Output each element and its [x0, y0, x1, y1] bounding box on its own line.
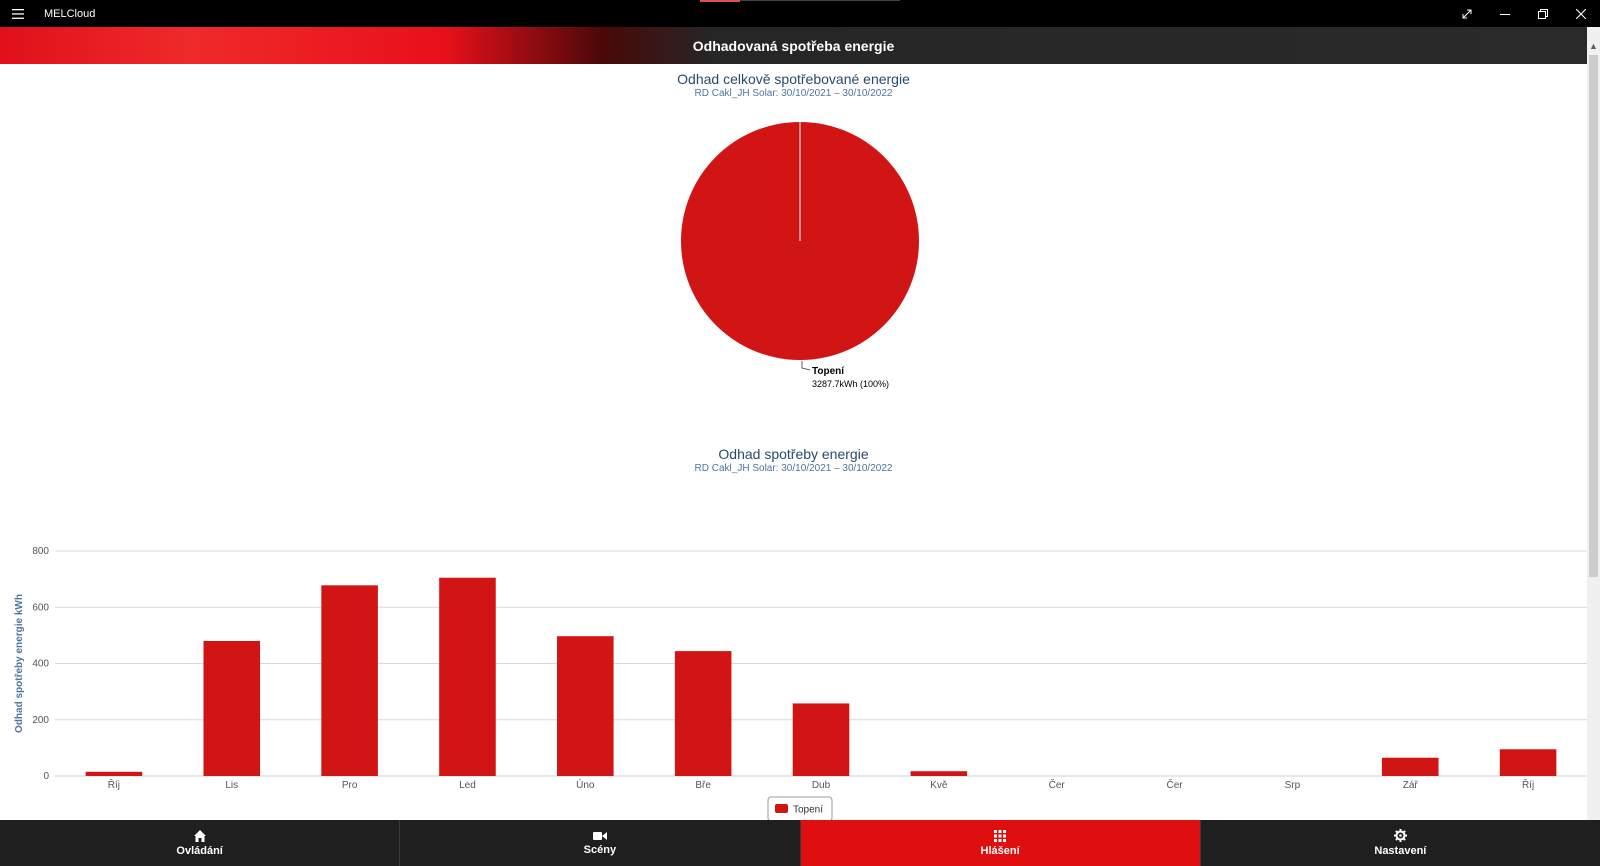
x-tick-label: Srp	[1285, 780, 1301, 791]
bar-chart: 0 200 400 600 800 Odhad spotřeby energie kWh Ř…	[14, 546, 1587, 820]
minimize-button[interactable]	[1486, 0, 1524, 27]
scrollbar-thumb[interactable]	[1589, 55, 1598, 577]
bar	[910, 771, 968, 776]
hamburger-menu-button[interactable]	[0, 0, 36, 27]
y-tick-label: 400	[32, 659, 49, 670]
bar	[203, 641, 261, 776]
nav-label: Hlášení	[980, 844, 1020, 857]
video-camera-icon	[592, 831, 607, 840]
report-content: Odhad celkově spotřebované energie RD Ca…	[0, 64, 1587, 820]
window-titlebar: MELCloud	[0, 0, 1600, 27]
legend-label: Topení	[793, 805, 823, 816]
x-tick-label: Čer	[1049, 778, 1066, 791]
pie-chart-subtitle: RD Cakl_JH Solar: 30/10/2021 – 30/10/202…	[694, 88, 893, 99]
nav-ovladani[interactable]: Ovládání	[0, 820, 401, 866]
restore-button[interactable]	[1524, 0, 1562, 27]
y-tick-label: 800	[32, 546, 49, 557]
home-icon	[193, 829, 206, 842]
y-tick-label: 600	[32, 602, 49, 613]
x-tick-label: Kvě	[930, 780, 948, 791]
bar	[85, 771, 143, 776]
bar-chart-subtitle: RD Cakl_JH Solar: 30/10/2021 – 30/10/202…	[694, 463, 893, 474]
page-title: Odhadovaná spotřeba energie	[692, 37, 895, 54]
x-tick-label: Zář	[1403, 780, 1419, 791]
x-tick-label: Dub	[812, 780, 831, 791]
titlebar-divider	[740, 0, 900, 1]
scroll-up-icon[interactable]: ▲	[1589, 41, 1598, 51]
nav-label: Scény	[583, 843, 617, 856]
x-tick-label: Říj	[108, 778, 120, 791]
bar	[557, 636, 614, 776]
close-button[interactable]	[1562, 0, 1600, 27]
nav-label: Ovládání	[176, 844, 223, 857]
x-tick-label: Říj	[1522, 778, 1534, 791]
pie-label-name: Topení	[812, 366, 845, 377]
bar	[439, 577, 496, 776]
x-tick-label: Čer	[1166, 778, 1183, 791]
nav-nastaveni[interactable]: Nastavení	[1201, 820, 1600, 866]
grid-icon	[994, 829, 1007, 842]
bottom-navigation: Ovládání Scény Hlášení Nastavení	[0, 820, 1600, 866]
minimize-icon	[1500, 13, 1510, 15]
hamburger-icon	[12, 8, 24, 19]
vertical-scrollbar[interactable]: ▲ ▼	[1587, 27, 1600, 866]
y-tick-label: 0	[43, 771, 49, 782]
gear-icon	[1393, 829, 1407, 842]
titlebar-accent	[700, 0, 740, 2]
fullscreen-button[interactable]	[1448, 0, 1486, 27]
pie-chart-title: Odhad celkově spotřebované energie	[677, 71, 910, 87]
pie-label-value: 3287.7kWh (100%)	[812, 379, 889, 389]
x-tick-label: Lis	[225, 780, 238, 791]
bar	[674, 651, 732, 776]
x-tick-label: Bře	[695, 780, 711, 791]
bar-chart-title: Odhad spotřeby energie	[718, 446, 869, 462]
y-axis-title: Odhad spotřeby energie kWh	[14, 594, 25, 733]
bar	[1499, 749, 1557, 776]
pie-chart: Topení 3287.7kWh (100%)	[681, 122, 919, 389]
bar	[1381, 757, 1439, 776]
x-tick-label: Led	[459, 780, 476, 791]
expand-icon	[1462, 9, 1472, 18]
page-header: Odhadovaná spotřeba energie	[0, 27, 1587, 64]
nav-sceny[interactable]: Scény	[400, 820, 801, 866]
y-tick-label: 200	[32, 715, 49, 726]
bar	[321, 585, 378, 776]
nav-label: Nastavení	[1374, 845, 1427, 857]
close-icon	[1576, 8, 1586, 19]
bar	[792, 703, 850, 776]
restore-icon	[1538, 8, 1548, 19]
app-title: MELCloud	[44, 7, 96, 20]
legend-box	[767, 796, 833, 820]
nav-hlaseni[interactable]: Hlášení	[800, 820, 1201, 866]
x-tick-label: Úno	[576, 778, 595, 791]
x-tick-label: Pro	[342, 780, 358, 791]
legend-swatch	[775, 804, 788, 813]
pie-label-connector	[801, 361, 811, 371]
